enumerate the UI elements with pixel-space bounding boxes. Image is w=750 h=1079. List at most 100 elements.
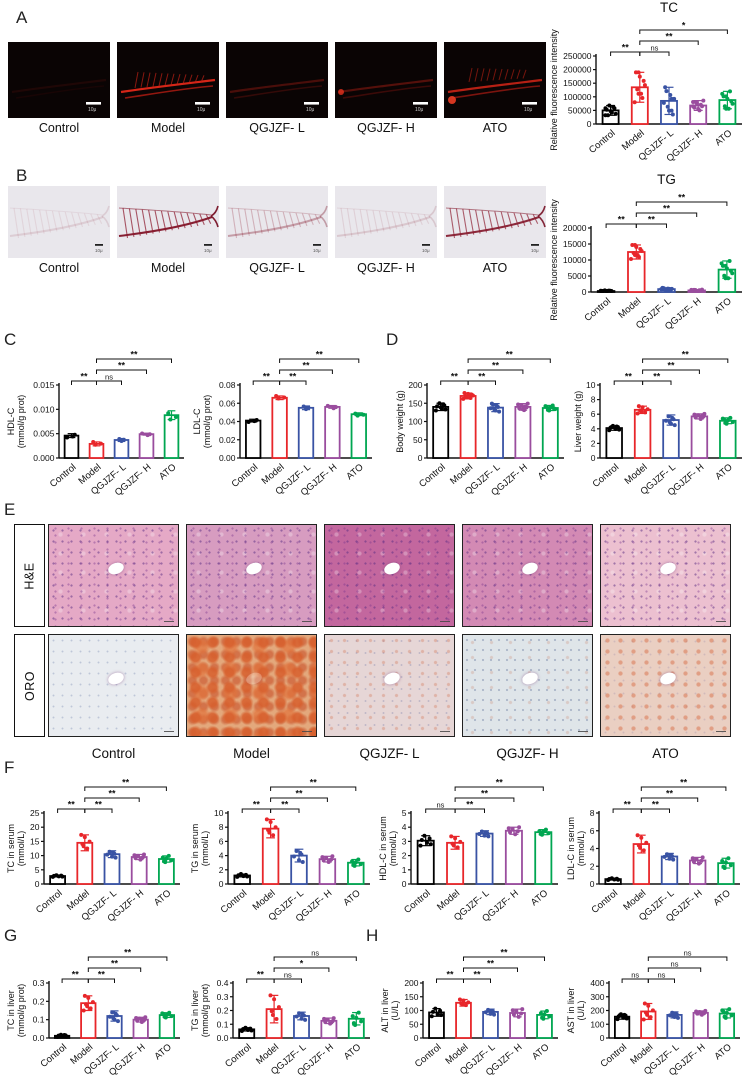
svg-text:**: ** [682,350,690,360]
oro-row-label: ORO [22,670,37,701]
svg-text:(mmol/L): (mmol/L) [16,831,26,867]
svg-text:**: ** [253,800,261,810]
svg-text:0: 0 [590,879,595,889]
svg-text:**: ** [492,361,500,371]
svg-text:10μ: 10μ [313,248,321,253]
svg-text:200: 200 [590,1006,604,1016]
svg-text:Control: Control [34,888,65,916]
svg-text:(mmol/g prot): (mmol/g prot) [16,984,26,1038]
svg-text:(mmol/L): (mmol/L) [388,831,398,867]
he-image [186,524,317,627]
svg-text:**: ** [663,204,671,214]
svg-text:150000: 150000 [563,78,592,88]
fluorescence-image: 10μ [8,42,110,118]
svg-text:AST in liver: AST in liver [566,988,576,1034]
svg-text:**: ** [310,778,318,788]
svg-text:100: 100 [404,1006,418,1016]
svg-text:200000: 200000 [563,65,592,75]
svg-text:400: 400 [590,978,604,988]
fluorescence-image: 10μ [226,42,328,118]
svg-text:Body weight (g): Body weight (g) [395,390,405,453]
svg-text:5: 5 [35,865,40,875]
svg-text:8: 8 [591,395,596,405]
alt-liver-chart: 0 50 100 150 200 ALT in liver (U/L) Control Mode… [380,942,564,1079]
group-label: ATO [482,121,508,135]
svg-text:Liver weight (g): Liver weight (g) [573,391,583,453]
svg-text:TG in liver: TG in liver [190,990,200,1031]
svg-text:*: * [682,21,686,31]
svg-text:**: ** [481,789,489,799]
svg-text:**: ** [98,970,106,980]
svg-text:HDL-C: HDL-C [6,407,16,435]
svg-text:0: 0 [591,453,596,463]
group-label: QGJZF- H [496,746,559,761]
panel-label-h: H [366,926,379,945]
tc-liver-chart: 0.0 0.1 0.2 0.3 TC in liver (mmol/g prot) Cont… [6,942,186,1079]
chart-svg-tc_fluor: TC 0 50000 100000 150000 200000 250000 Relative… [549,0,742,164]
svg-text:0: 0 [414,1033,419,1043]
svg-text:Control: Control [230,462,261,490]
svg-text:0.4: 0.4 [217,978,229,988]
panel-label-b: B [16,166,28,185]
svg-text:Control: Control [598,1042,629,1070]
svg-text:ns: ns [311,949,319,958]
svg-text:(mmol/L): (mmol/L) [200,831,210,867]
svg-text:4: 4 [219,851,224,861]
svg-text:Relative fluorescence intensit: Relative fluorescence intensity [549,29,559,151]
svg-text:ATO: ATO [341,888,362,908]
svg-text:8: 8 [590,808,595,818]
svg-text:150: 150 [408,398,422,408]
svg-text:**: ** [289,372,297,382]
he-image [324,524,455,627]
svg-text:HDL-C in serum: HDL-C in serum [378,816,388,881]
svg-text:**: ** [302,361,310,371]
svg-text:TG: TG [657,172,676,187]
svg-text:Control: Control [402,888,433,916]
svg-text:10: 10 [586,380,596,390]
svg-text:0.1: 0.1 [33,1015,45,1025]
svg-text:**: ** [446,970,454,980]
liver-weight-chart: 0 2 4 6 8 10 Liver weight (g) Control Model QGJZF… [572,344,748,503]
svg-text:(U/L): (U/L) [390,1000,400,1020]
panel-label-a: A [16,8,28,27]
oro-fish-image: 10μ [8,186,110,258]
svg-text:**: ** [95,800,103,810]
body-weight-chart: 0 50 100 150 200 Body weight (g) Control Model Q… [394,344,570,503]
hdlc-chart: 0.000 0.005 0.010 0.015 HDL-C (mmol/g prot) Co… [6,344,190,503]
svg-text:**: ** [80,372,88,382]
oro-image [462,634,593,737]
svg-text:100000: 100000 [563,92,592,102]
svg-text:ATO: ATO [342,1042,363,1062]
svg-text:(mmol/g prot): (mmol/g prot) [200,984,210,1038]
svg-text:15000: 15000 [563,239,587,249]
svg-text:6: 6 [591,409,596,419]
svg-text:ns: ns [657,971,665,980]
svg-text:0: 0 [418,453,423,463]
svg-text:Control: Control [219,888,250,916]
svg-text:**: ** [124,948,132,958]
group-label: Model [150,261,186,275]
panel-e-group-labels: Control Model QGJZF- L QGJZF- H ATO [48,746,731,761]
svg-text:10: 10 [30,851,40,861]
svg-text:**: ** [496,778,504,788]
panel-a-group-labels: Control Model QGJZF- L QGJZF- H ATO [8,121,546,135]
svg-text:TG in serum: TG in serum [190,824,200,874]
svg-text:**: ** [678,193,686,203]
svg-text:0.0: 0.0 [217,1033,229,1043]
svg-text:0: 0 [402,879,407,889]
svg-text:ATO: ATO [152,888,173,908]
oro-image [600,634,731,737]
svg-text:**: ** [316,350,324,360]
group-label: Control [38,261,80,275]
he-row-label-box: H&E [14,524,45,627]
he-image [600,524,731,627]
svg-text:Control: Control [223,1042,254,1070]
oro-image [324,634,455,737]
svg-text:Control: Control [582,296,613,324]
svg-text:10μ: 10μ [306,107,315,113]
